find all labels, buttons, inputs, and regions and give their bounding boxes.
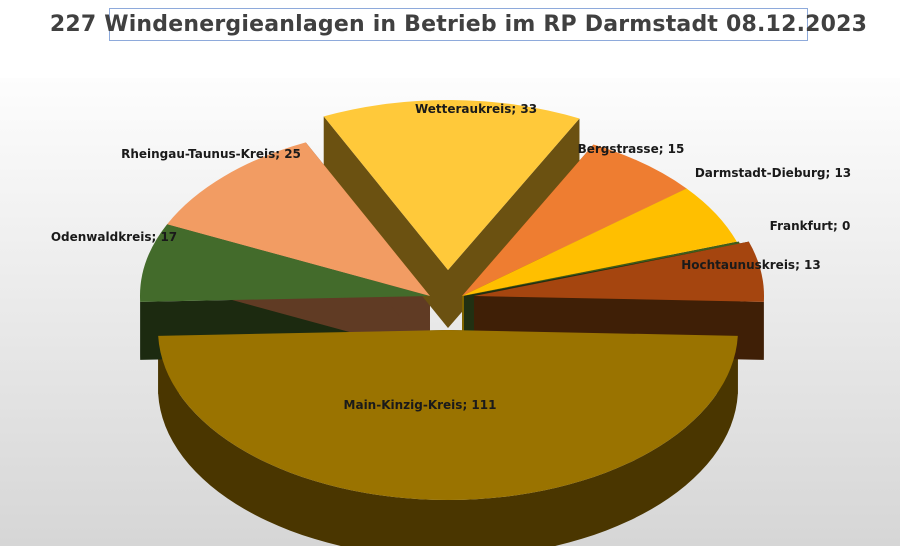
label-bergstrasse: Bergstrasse; 15 (578, 142, 685, 156)
label-main-kinzig-kreis: Main-Kinzig-Kreis; 111 (344, 398, 497, 412)
chart-title: 227 Windenergieanlagen in Betrieb im RP … (50, 8, 867, 41)
label-hochtaunuskreis: Hochtaunuskreis; 13 (681, 258, 821, 272)
slice-wall-wetteraukreis-0 (323, 116, 448, 328)
label-frankfurt: Frankfurt; 0 (770, 219, 851, 233)
label-odenwaldkreis: Odenwaldkreis; 17 (51, 230, 177, 244)
label-wetteraukreis: Wetteraukreis; 33 (415, 102, 537, 116)
label-darmstadt-dieburg: Darmstadt-Dieburg; 13 (695, 166, 851, 180)
slice-rim-main-kinzig-kreis (158, 335, 738, 546)
slice-frankfurt[interactable] (464, 241, 740, 296)
slice-rheingau-taunus-kreis[interactable] (167, 142, 430, 296)
slice-tops (140, 100, 764, 500)
slice-wetteraukreis[interactable] (323, 100, 580, 271)
slice-bergstrasse[interactable] (462, 144, 687, 296)
slice-hochtaunuskreis[interactable] (474, 241, 764, 302)
slice-odenwaldkreis[interactable] (140, 224, 431, 302)
slice-labels: Main-Kinzig-Kreis; 111 Odenwaldkreis; 17 R… (51, 102, 851, 412)
slice-darmstadt-dieburg[interactable] (462, 188, 737, 296)
slice-main-kinzig-kreis[interactable] (158, 330, 738, 500)
label-rheingau-taunus-kreis: Rheingau-Taunus-Kreis; 25 (121, 147, 301, 161)
